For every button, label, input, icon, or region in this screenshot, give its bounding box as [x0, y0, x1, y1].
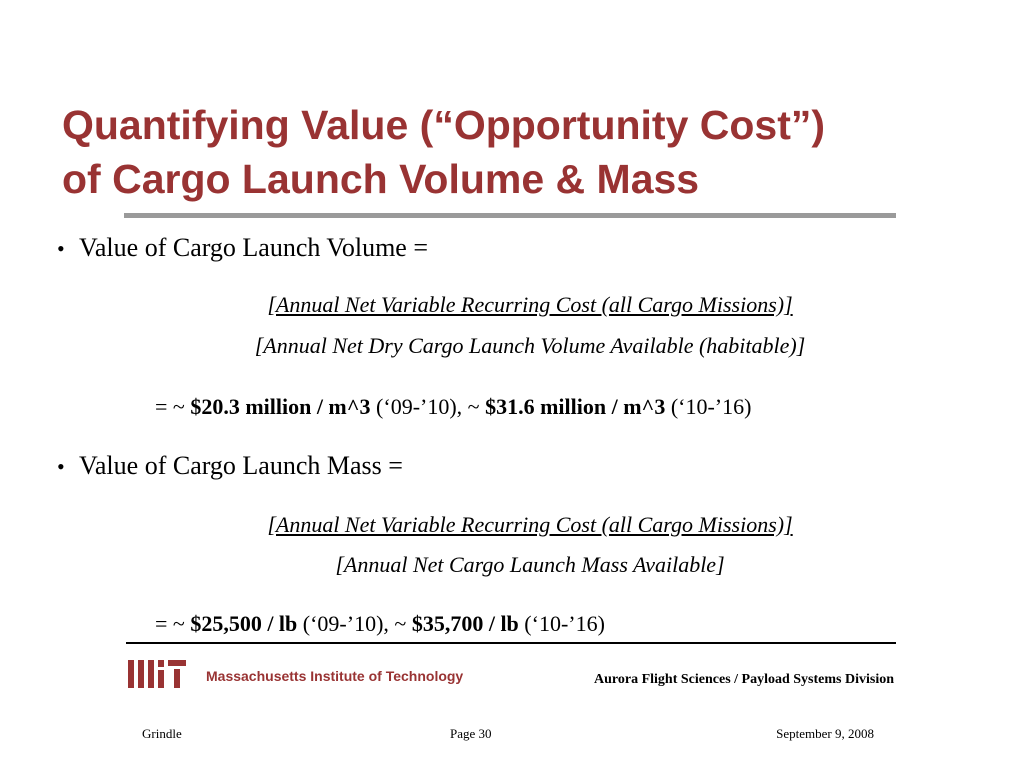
- mass-heading: Value of Cargo Launch Mass =: [79, 451, 403, 480]
- mass-formula-numerator: [Annual Net Variable Recurring Cost (all…: [160, 511, 900, 539]
- volume-value-2010: $31.6 million / m^3: [485, 394, 666, 419]
- volume-formula-numerator: [Annual Net Variable Recurring Cost (all…: [160, 291, 900, 319]
- bullet-dot-icon: •: [57, 454, 65, 479]
- volume-bullet: • Value of Cargo Launch Volume =: [57, 233, 428, 264]
- mass-value-2010: $35,700 / lb: [411, 611, 519, 636]
- volume-result: = ~ $20.3 million / m^3 (‘09-’10), ~ $31…: [155, 393, 751, 421]
- footer-divider: [126, 642, 896, 644]
- mass-value-2009: $25,500 / lb: [190, 611, 298, 636]
- mit-logo: Massachusetts Institute of Technology: [128, 660, 488, 690]
- mass-period-2010: (‘10-’16): [518, 611, 605, 636]
- organization-label: Aurora Flight Sciences / Payload Systems…: [594, 672, 894, 687]
- footer-page-number: Page 30: [450, 726, 492, 741]
- bullet-dot-icon: •: [57, 236, 65, 261]
- footer-author: Grindle: [142, 726, 182, 741]
- slide-title: Quantifying Value (“Opportunity Cost”) o…: [62, 98, 982, 206]
- mass-numerator-text: [Annual Net Variable Recurring Cost (all…: [267, 512, 793, 537]
- mit-logo-icon: [128, 660, 186, 688]
- mit-logo-text: Massachusetts Institute of Technology: [206, 668, 464, 684]
- mass-bullet: • Value of Cargo Launch Mass =: [57, 451, 403, 482]
- slide-title-line-2: of Cargo Launch Volume & Mass: [62, 156, 700, 202]
- footer-date: September 9, 2008: [776, 726, 874, 741]
- volume-heading: Value of Cargo Launch Volume =: [79, 233, 428, 262]
- mass-formula-denominator: [Annual Net Cargo Launch Mass Available]: [160, 551, 900, 579]
- volume-numerator-text: [Annual Net Variable Recurring Cost (all…: [267, 292, 793, 317]
- mass-result: = ~ $25,500 / lb (‘09-’10), ~ $35,700 / …: [155, 610, 605, 638]
- mass-period-2009: (‘09-’10), ~: [297, 611, 412, 636]
- volume-formula-denominator: [Annual Net Dry Cargo Launch Volume Avai…: [160, 332, 900, 360]
- volume-value-2009: $20.3 million / m^3: [190, 394, 371, 419]
- mass-denominator-text: [Annual Net Cargo Launch Mass Available]: [335, 552, 725, 577]
- mass-result-prefix: = ~: [155, 611, 191, 636]
- volume-period-2009: (‘09-’10), ~: [370, 394, 486, 419]
- volume-result-prefix: = ~: [155, 394, 191, 419]
- title-divider: [124, 213, 896, 218]
- volume-denominator-text: [Annual Net Dry Cargo Launch Volume Avai…: [254, 333, 806, 358]
- volume-period-2010: (‘10-’16): [665, 394, 752, 419]
- slide-title-line-1: Quantifying Value (“Opportunity Cost”): [62, 102, 826, 148]
